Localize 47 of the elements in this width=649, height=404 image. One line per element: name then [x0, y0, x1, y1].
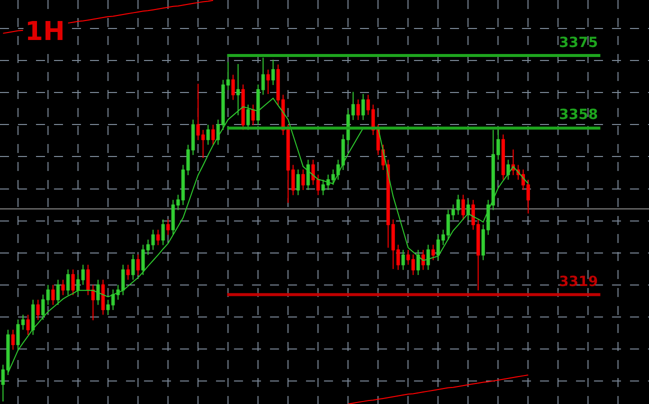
candlestick — [36, 299, 40, 320]
candlestick — [211, 124, 215, 146]
text: 1H — [25, 17, 65, 47]
candlestick — [461, 194, 465, 220]
candlestick — [136, 254, 140, 276]
candlestick — [161, 219, 165, 246]
candlestick — [416, 249, 420, 276]
candlestick — [296, 169, 300, 196]
candlestick — [231, 74, 235, 100]
candlestick — [56, 279, 60, 306]
candlestick — [51, 284, 55, 306]
candlestick — [21, 314, 25, 330]
candlestick — [206, 124, 210, 146]
candlestick — [501, 134, 505, 180]
candlestick — [131, 254, 135, 280]
candlestick — [166, 219, 170, 236]
candlestick — [241, 84, 245, 130]
candlestick — [251, 104, 255, 126]
candlestick — [246, 104, 250, 130]
candlestick — [1, 364, 5, 402]
candlestick — [266, 69, 270, 94]
candlestick — [271, 59, 275, 86]
candlestick — [16, 318, 20, 350]
candlestick — [96, 279, 100, 306]
candlestick — [101, 279, 105, 316]
candlestick — [356, 99, 360, 120]
candlestick — [126, 264, 130, 280]
candlestick — [61, 279, 65, 296]
candlestick — [506, 159, 510, 180]
candlestick — [421, 249, 425, 270]
ref-line-label: 3319 — [559, 274, 598, 290]
candlestick — [41, 294, 45, 320]
candlestick — [301, 169, 305, 191]
candlestick — [466, 199, 470, 220]
candlestick — [431, 244, 435, 261]
candlestick — [306, 159, 310, 191]
ref-line-label: 3375 — [559, 35, 598, 51]
candlestick — [71, 268, 75, 296]
candlestick — [156, 229, 160, 246]
candlestick — [66, 268, 70, 296]
candlestick — [426, 244, 430, 270]
candlestick — [46, 284, 50, 306]
candlestick — [401, 249, 405, 270]
candlestick — [26, 314, 30, 336]
ref-line-label: 3358 — [559, 107, 598, 123]
candlestick — [361, 93, 365, 120]
candlestick — [11, 329, 15, 350]
